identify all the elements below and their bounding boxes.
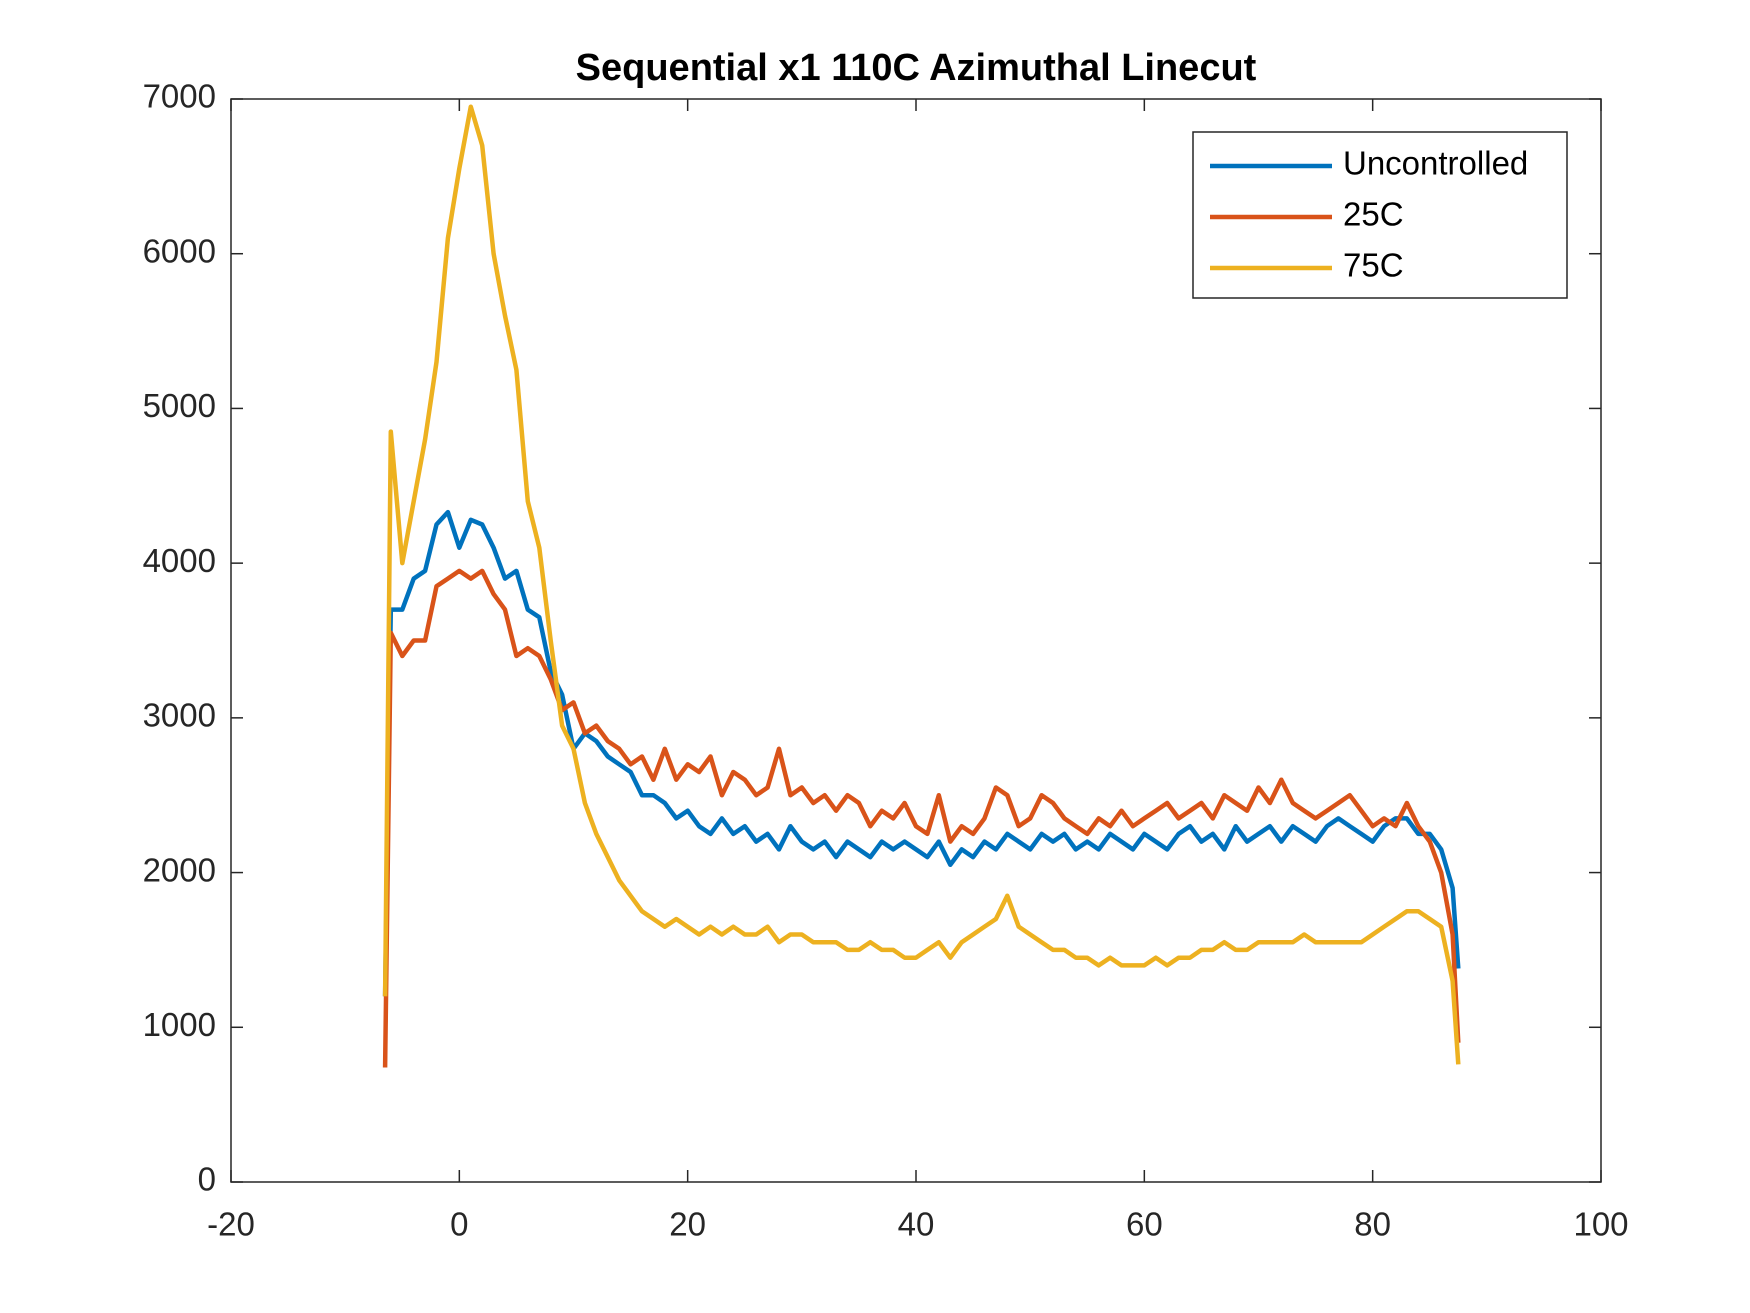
data-line [382,104,1461,1065]
x-tick-label: 60 [1126,1206,1163,1243]
y-tick-label: 5000 [143,387,216,424]
x-tick-label: 20 [669,1206,706,1243]
legend-label: 25C [1343,196,1404,233]
plot-frame [230,98,1602,1183]
x-tick-label: 0 [450,1206,468,1243]
legend-label: 75C [1343,247,1404,284]
x-tick-label: 100 [1573,1206,1628,1243]
y-tick-label: 4000 [143,542,216,579]
x-tick-label: 40 [898,1206,935,1243]
x-tick-label: -20 [207,1206,255,1243]
legend-label: Uncontrolled [1343,145,1528,182]
y-tick-label: 7000 [143,78,216,115]
chart-title: Sequential x1 110C Azimuthal Linecut [576,47,1257,89]
y-tick-label: 0 [198,1161,216,1198]
y-tick-label: 3000 [143,697,216,734]
y-tick-label: 6000 [143,232,216,269]
y-tick-label: 1000 [143,1006,216,1043]
y-tick-label: 2000 [143,851,216,888]
data-line [382,509,1461,997]
x-tick-label: 80 [1354,1206,1391,1243]
